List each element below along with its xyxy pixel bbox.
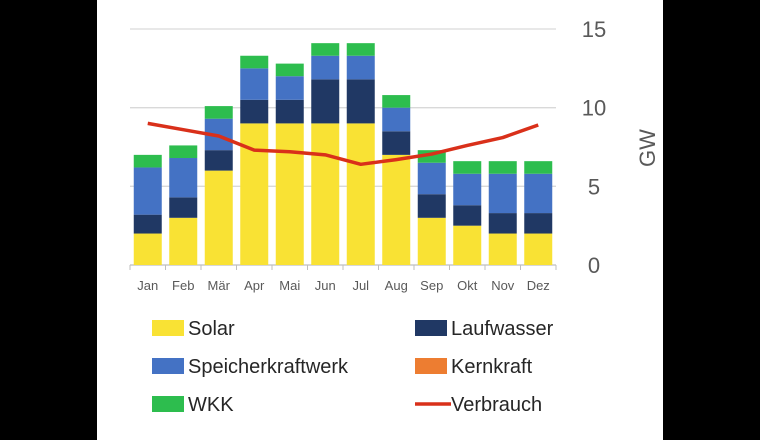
bar-solar-Mai xyxy=(275,123,304,266)
x-tick-label: Mai xyxy=(279,278,300,293)
y-axis-label: GW xyxy=(635,129,660,167)
bar-solar-Okt xyxy=(453,225,482,265)
x-tick-label: Nov xyxy=(491,278,515,293)
bar-laufwasser-Nov xyxy=(488,213,517,234)
legend-swatch-wkk xyxy=(152,396,184,412)
bar-laufwasser-Jun xyxy=(311,79,340,124)
bar-laufwasser-Aug xyxy=(382,131,411,155)
legend-label-solar: Solar xyxy=(188,318,235,340)
legend-label-speicherkraftwerk: Speicherkraftwerk xyxy=(188,356,349,378)
bar-laufwasser-Dez xyxy=(524,213,553,234)
x-tick-label: Jun xyxy=(315,278,336,293)
bar-solar-Sep xyxy=(417,217,446,265)
legend-label-kernkraft: Kernkraft xyxy=(451,356,533,378)
bar-wkk-Jun xyxy=(311,43,340,56)
bar-solar-Feb xyxy=(169,217,198,265)
bar-solar-Mär xyxy=(204,170,233,265)
x-tick-label: Mär xyxy=(208,278,231,293)
bar-speicherkraftwerk-Apr xyxy=(240,68,269,100)
bar-wkk-Dez xyxy=(524,161,553,174)
y-tick-label: 5 xyxy=(588,174,600,199)
bar-speicherkraftwerk-Dez xyxy=(524,173,553,214)
legend-swatch-laufwasser xyxy=(415,320,447,336)
legend-label-wkk: WKK xyxy=(188,394,234,416)
bar-solar-Jan xyxy=(133,233,162,265)
bar-speicherkraftwerk-Okt xyxy=(453,173,482,206)
legend-swatch-solar xyxy=(152,320,184,336)
y-tick-label: 15 xyxy=(582,17,606,42)
bar-laufwasser-Sep xyxy=(417,194,446,218)
legend-label-verbrauch: Verbrauch xyxy=(451,394,542,416)
legend-swatch-kernkraft xyxy=(415,358,447,374)
bar-speicherkraftwerk-Jan xyxy=(133,167,162,215)
bar-wkk-Okt xyxy=(453,161,482,174)
legend-label-laufwasser: Laufwasser xyxy=(451,318,554,340)
bar-speicherkraftwerk-Jul xyxy=(346,55,375,80)
legend-swatch-speicherkraftwerk xyxy=(152,358,184,374)
line-verbrauch xyxy=(147,121,539,167)
x-tick-label: Sep xyxy=(420,278,443,293)
x-tick-label: Jan xyxy=(137,278,158,293)
bar-laufwasser-Mai xyxy=(275,99,304,124)
y-tick-label: 10 xyxy=(582,96,606,121)
bar-speicherkraftwerk-Sep xyxy=(417,162,446,195)
x-tick-label: Okt xyxy=(457,278,478,293)
bar-speicherkraftwerk-Jun xyxy=(311,55,340,80)
bar-wkk-Jan xyxy=(133,154,162,168)
x-tick-label: Apr xyxy=(244,278,265,293)
bar-wkk-Nov xyxy=(488,161,517,174)
y-tick-label: 0 xyxy=(588,253,600,278)
bar-wkk-Mär xyxy=(204,106,233,119)
x-tick-label: Feb xyxy=(172,278,194,293)
bar-solar-Dez xyxy=(524,233,553,265)
bar-laufwasser-Feb xyxy=(169,197,198,218)
x-tick-label: Aug xyxy=(385,278,408,293)
bar-solar-Jun xyxy=(311,123,340,266)
bar-laufwasser-Mär xyxy=(204,150,233,171)
bar-speicherkraftwerk-Mai xyxy=(275,76,304,100)
bar-laufwasser-Jan xyxy=(133,214,162,234)
bar-laufwasser-Okt xyxy=(453,205,482,226)
bar-solar-Aug xyxy=(382,154,411,265)
bar-wkk-Aug xyxy=(382,95,411,108)
bar-wkk-Jul xyxy=(346,43,375,56)
bar-wkk-Mai xyxy=(275,63,304,77)
x-tick-label: Dez xyxy=(527,278,550,293)
bar-speicherkraftwerk-Feb xyxy=(169,158,198,198)
bar-wkk-Apr xyxy=(240,55,269,69)
bar-speicherkraftwerk-Aug xyxy=(382,107,411,132)
bar-solar-Nov xyxy=(488,233,517,265)
bar-wkk-Feb xyxy=(169,145,198,159)
x-tick-label: Jul xyxy=(352,278,369,293)
bar-solar-Jul xyxy=(346,123,375,266)
bar-speicherkraftwerk-Nov xyxy=(488,173,517,214)
bar-laufwasser-Apr xyxy=(240,99,269,124)
bar-laufwasser-Jul xyxy=(346,79,375,124)
